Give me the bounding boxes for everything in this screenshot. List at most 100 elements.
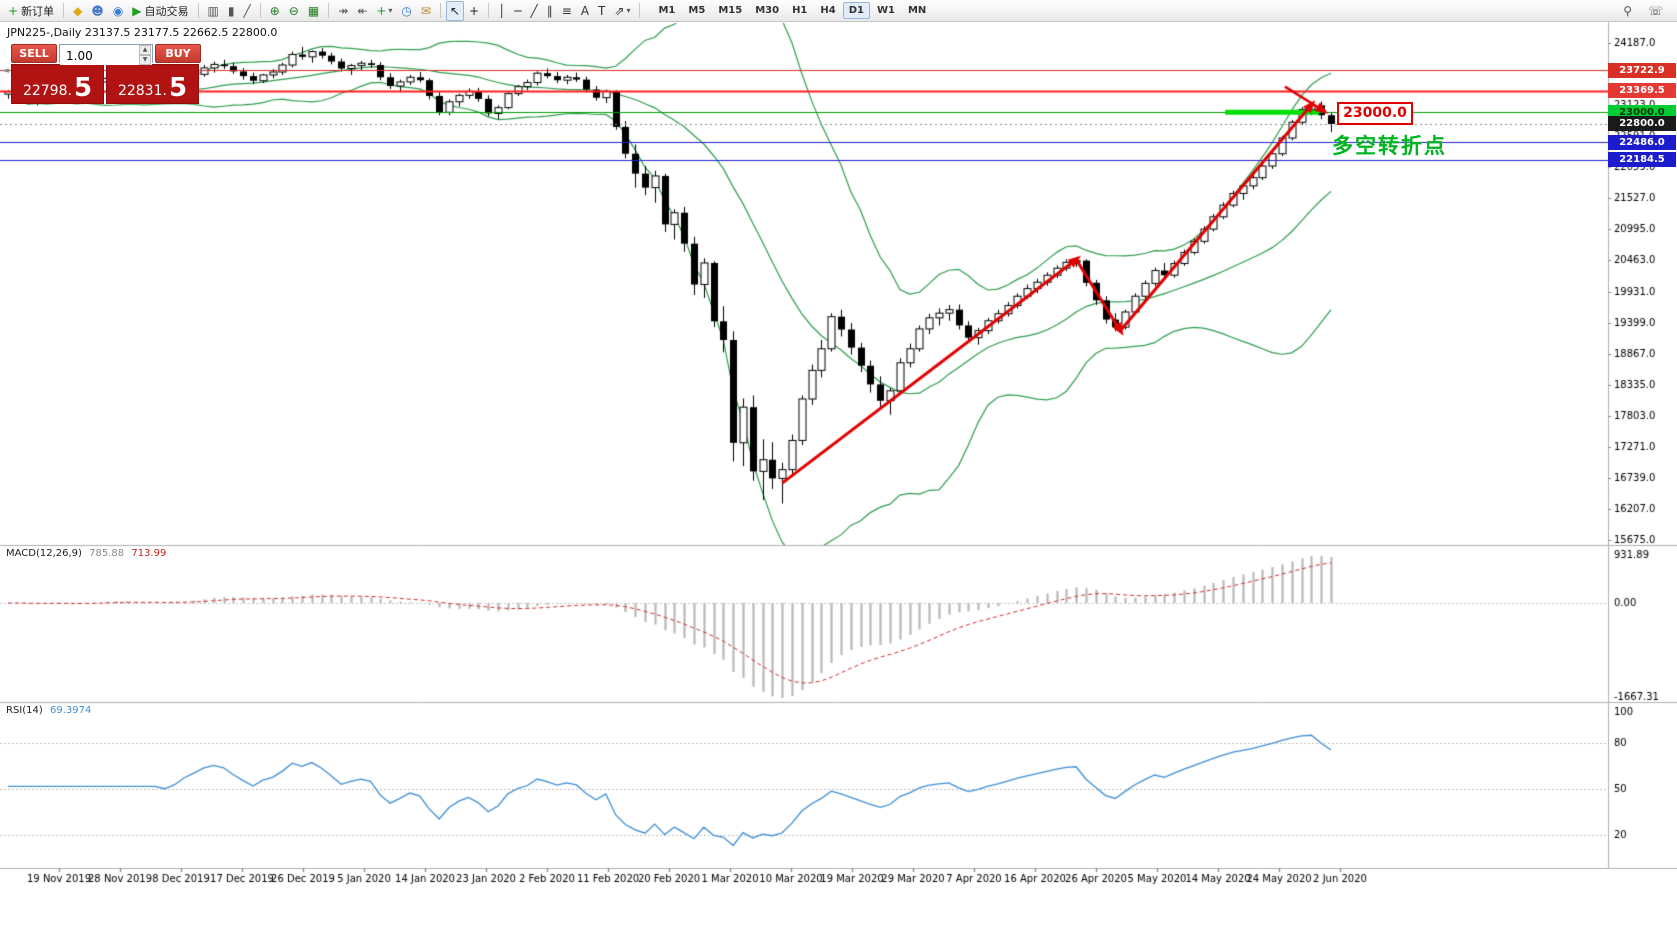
sell-price-main: 22798. xyxy=(22,83,72,99)
timeframe-m30[interactable]: M30 xyxy=(755,5,780,16)
toolbar-right-group: ⚲ ☏ xyxy=(1619,1,1673,21)
volume-input[interactable] xyxy=(60,47,152,65)
sell-price-frac: 5 xyxy=(73,72,93,103)
horizontal-line-icon[interactable]: ─ xyxy=(510,1,525,21)
rsi-name: RSI(14) xyxy=(6,705,43,716)
toolbar-separator xyxy=(328,3,330,18)
toolbar-separator xyxy=(488,3,490,18)
market-icon: ◆ xyxy=(73,3,83,18)
mail-icon[interactable]: ✉ xyxy=(417,1,435,21)
zoom-in-icon[interactable]: ⊕ xyxy=(266,1,284,21)
volume-stepper: ▲ ▼ xyxy=(139,45,151,65)
timeframe-toolbar: M1 M5 M15 M30 H1 H4 D1 W1 MN xyxy=(652,2,932,19)
profile-icon: ☻ xyxy=(91,3,104,18)
autoscroll-icon[interactable]: ↠ xyxy=(334,1,352,21)
search-icon: ⚲ xyxy=(1623,3,1632,18)
timeframe-mn[interactable]: MN xyxy=(907,5,927,16)
support-icon[interactable]: ◉ xyxy=(109,1,127,21)
candlestick-icon: ▮ xyxy=(227,3,235,18)
search-icon[interactable]: ⚲ xyxy=(1619,1,1636,21)
autotrade-label: 自动交易 xyxy=(144,4,189,18)
trendline-icon[interactable]: ╱ xyxy=(527,1,542,21)
trendline-icon: ╱ xyxy=(530,3,538,18)
bar-chart-icon: ▥ xyxy=(207,3,219,18)
buy-price-main: 22831. xyxy=(117,83,167,99)
turning-point-annotation[interactable]: 多空转折点 xyxy=(1332,134,1447,158)
chart-symbol-title: JPN225-,Daily 23137.5 23177.5 22662.5 22… xyxy=(7,26,278,39)
toolbar-separator xyxy=(639,3,641,18)
new-order-icon: + xyxy=(8,3,19,18)
channel-icon[interactable]: ∥ xyxy=(543,1,557,21)
bar-chart-icon[interactable]: ▥ xyxy=(204,1,223,21)
toolbar-separator xyxy=(439,3,441,18)
candlestick-icon[interactable]: ▮ xyxy=(224,1,239,21)
volume-down-button[interactable]: ▼ xyxy=(139,55,151,65)
shapes-button[interactable]: ⇗ ▾ xyxy=(610,1,634,21)
line-chart-icon[interactable]: ╱ xyxy=(239,1,254,21)
timeframe-w1[interactable]: W1 xyxy=(876,5,895,16)
buy-price-frac: 5 xyxy=(168,72,188,103)
timeframe-m15[interactable]: M15 xyxy=(718,5,743,16)
new-chart-button[interactable]: + ▾ xyxy=(372,1,396,21)
grid-icon[interactable]: ▦ xyxy=(304,1,323,21)
one-click-trading-panel: SELL ▲ ▼ BUY 22798. 5 22831. 5 xyxy=(11,44,201,104)
volume-box: ▲ ▼ xyxy=(59,44,153,65)
collapse-panel-icon[interactable]: ◄ xyxy=(2,66,9,76)
fibonacci-icon[interactable]: ≡ xyxy=(558,1,576,21)
toolbar: + 新订单 ◆ ☻ ◉ ▶ 自动交易 ▥ ▮ ╱ ⊕ ⊖ ▦ ↠ ↞ + ▾ ◷ ✉ ↖ + │ ─ ╱ ∥ ≡ A T ⇗ ▾ M1 M5… xyxy=(0,0,1677,22)
clock-icon[interactable]: ◷ xyxy=(397,1,415,21)
chat-icon[interactable]: ☏ xyxy=(1644,1,1667,21)
cursor-icon: ↖ xyxy=(449,3,460,18)
cursor-icon[interactable]: ↖ xyxy=(445,0,464,21)
timeframe-h4[interactable]: H4 xyxy=(820,5,836,16)
new-order-button[interactable]: + 新订单 xyxy=(4,1,58,21)
profile-icon[interactable]: ☻ xyxy=(87,1,108,21)
autotrade-button[interactable]: ▶ 自动交易 xyxy=(128,1,192,21)
toolbar-separator xyxy=(259,3,261,18)
macd-indicator-label: MACD(12,26,9) 785.88 713.99 xyxy=(6,548,166,559)
crosshair-icon[interactable]: + xyxy=(465,1,483,21)
line-chart-icon: ╱ xyxy=(243,3,251,18)
label-icon[interactable]: T xyxy=(594,1,609,21)
timeframe-m1[interactable]: M1 xyxy=(658,5,676,16)
sell-button[interactable]: SELL xyxy=(11,44,57,63)
new-order-label: 新订单 xyxy=(21,4,55,18)
zoom-out-icon: ⊖ xyxy=(288,3,299,18)
macd-value: 785.88 xyxy=(89,548,125,559)
volume-up-button[interactable]: ▲ xyxy=(139,45,151,55)
timeframe-d1[interactable]: D1 xyxy=(842,2,870,19)
buy-price-display[interactable]: 22831. 5 xyxy=(106,64,199,104)
zoom-in-icon: ⊕ xyxy=(269,3,280,18)
buy-button[interactable]: BUY xyxy=(155,44,201,63)
grid-icon: ▦ xyxy=(307,3,320,18)
price-level-annotation[interactable]: 23000.0 xyxy=(1337,102,1413,125)
vertical-line-icon[interactable]: │ xyxy=(494,1,509,21)
text-icon[interactable]: A xyxy=(577,1,593,21)
dropdown-arrow-icon: ▾ xyxy=(388,6,393,15)
channel-icon: ∥ xyxy=(546,3,553,18)
clock-icon: ◷ xyxy=(401,3,412,18)
macd-signal-value: 713.99 xyxy=(131,548,167,559)
zoom-out-icon[interactable]: ⊖ xyxy=(285,1,303,21)
crosshair-icon: + xyxy=(469,3,480,18)
text-icon: A xyxy=(580,3,590,18)
timeframe-h1[interactable]: H1 xyxy=(792,5,808,16)
toolbar-main-group: + 新订单 ◆ ☻ ◉ ▶ 自动交易 ▥ ▮ ╱ ⊕ ⊖ ▦ ↠ ↞ + ▾ ◷ ✉ ↖ + │ ─ ╱ ∥ ≡ A T ⇗ ▾ xyxy=(4,0,644,21)
dropdown-arrow-icon: ▾ xyxy=(626,6,631,15)
timeframe-m5[interactable]: M5 xyxy=(688,5,706,16)
market-icon[interactable]: ◆ xyxy=(69,1,86,21)
toolbar-separator xyxy=(63,3,65,18)
autotrade-icon: ▶ xyxy=(132,3,142,18)
support-icon: ◉ xyxy=(112,3,124,18)
sell-price-display[interactable]: 22798. 5 xyxy=(11,64,104,104)
autoscroll-icon: ↠ xyxy=(338,3,349,18)
fibonacci-icon: ≡ xyxy=(561,3,572,18)
chart-shift-icon: ↞ xyxy=(357,3,368,18)
label-icon: T xyxy=(598,3,606,18)
shapes-button: ⇗ xyxy=(614,3,625,18)
macd-name: MACD(12,26,9) xyxy=(6,548,82,559)
chart-shift-icon[interactable]: ↞ xyxy=(353,1,371,21)
vertical-line-icon: │ xyxy=(498,3,506,18)
